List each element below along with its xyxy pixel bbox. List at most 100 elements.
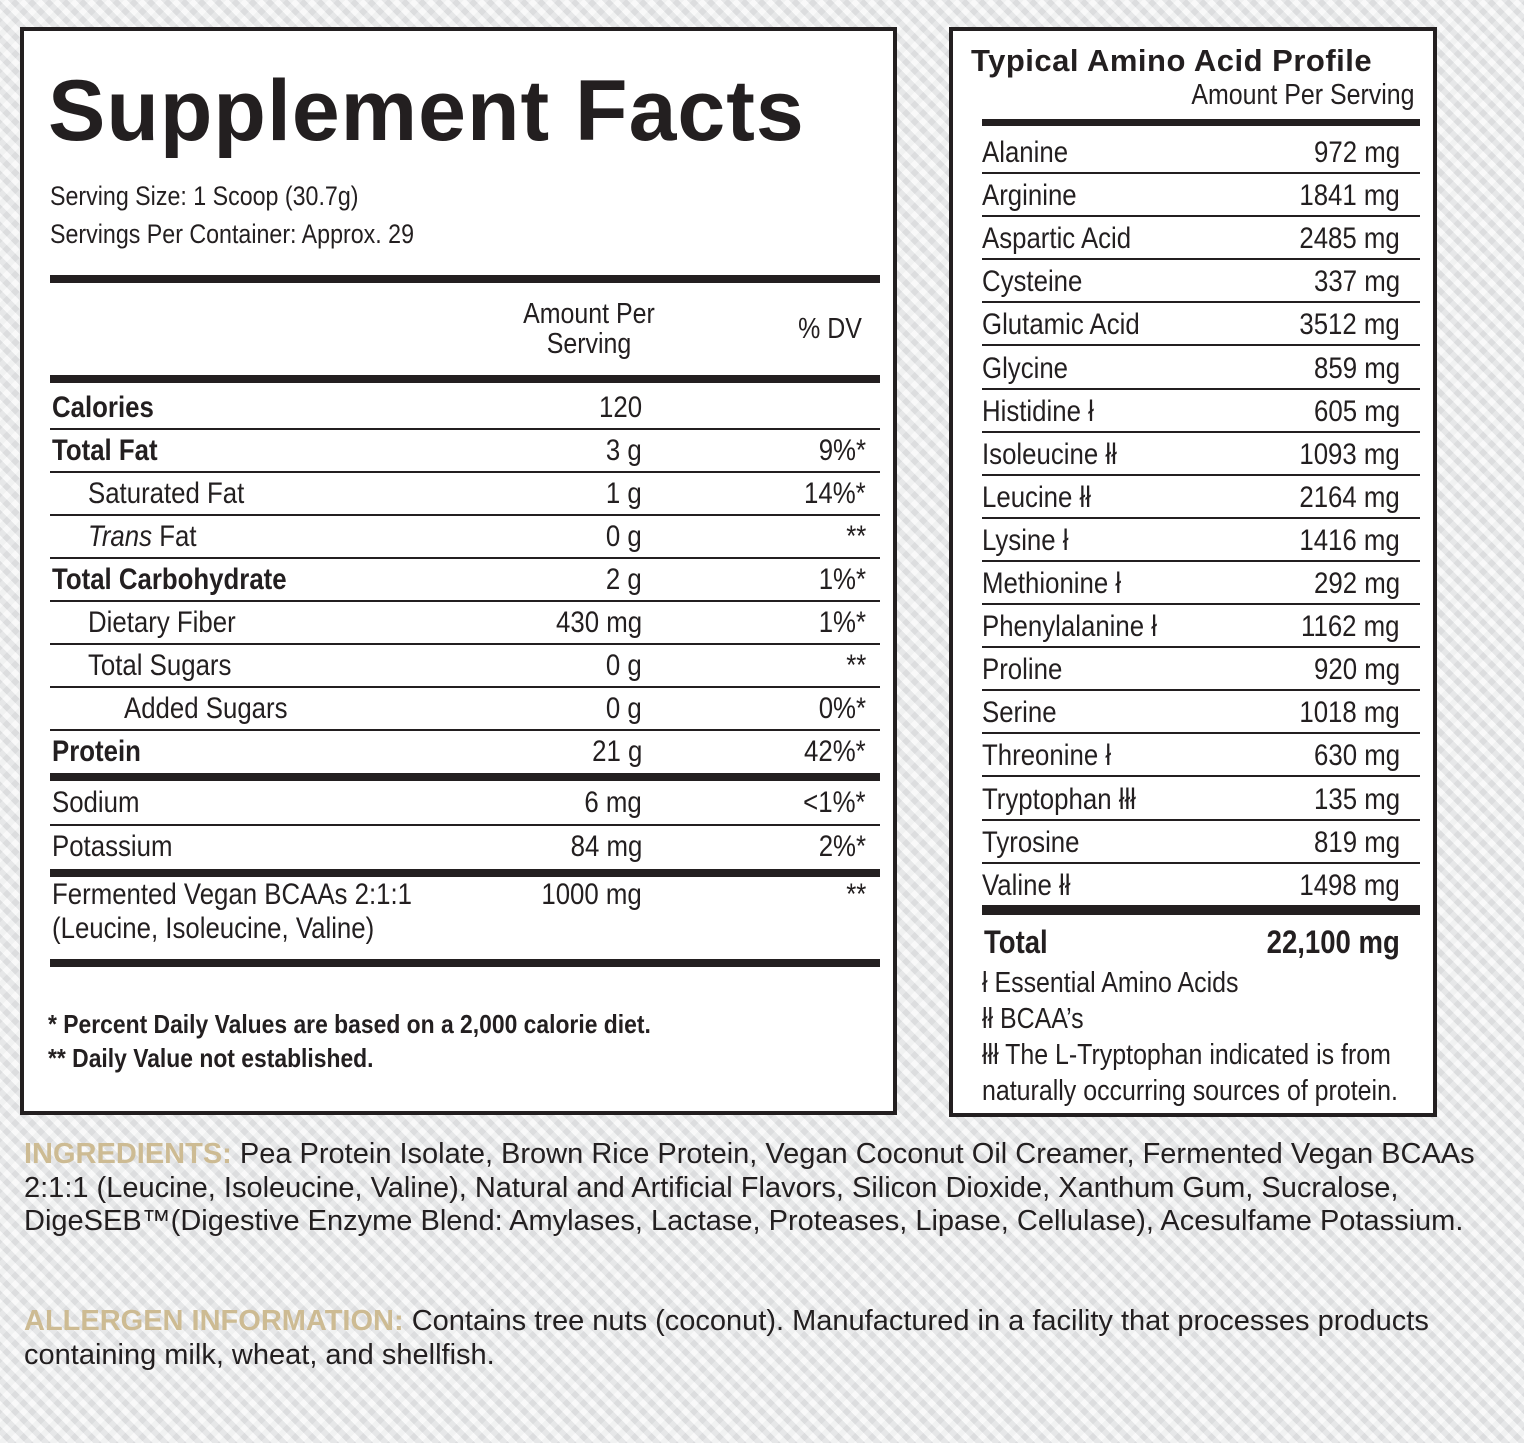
- nutrient-name: Trans Fat: [88, 515, 196, 558]
- amino-row: Tyrosine 819 mg: [982, 821, 1420, 864]
- trans-fat-suffix: Fat: [152, 520, 197, 553]
- nutrient-row-protein: Protein 21 g 42%*: [50, 730, 880, 773]
- amino-value: 1416 mg: [1299, 523, 1400, 557]
- nutrient-amount: 0 g: [606, 520, 642, 553]
- nutrient-row-saturated-fat: Saturated Fat 1 g 14%*: [50, 472, 880, 515]
- amount-header-line-1: Amount Per: [523, 298, 655, 330]
- nutrient-dv: 1%*: [818, 606, 866, 639]
- note-tryptophan-2: naturally occurring sources of protein.: [982, 1075, 1398, 1107]
- nutrient-row-sodium: Sodium 6 mg <1%*: [50, 781, 880, 824]
- amino-row: Glutamic Acid 3512 mg: [982, 303, 1420, 347]
- amino-value: 1162 mg: [1301, 610, 1400, 644]
- ingredients-paragraph: INGREDIENTS: Pea Protein Isolate, Brown …: [24, 1138, 1484, 1239]
- row-divider: [50, 471, 880, 473]
- thick-divider: [50, 869, 880, 877]
- ingredients-label: INGREDIENTS:: [24, 1138, 232, 1170]
- nutrient-amount: 120: [598, 391, 642, 424]
- amino-value: 819 mg: [1313, 825, 1400, 859]
- nutrient-name: Total Sugars: [88, 649, 232, 682]
- amino-value: 292 mg: [1313, 567, 1400, 600]
- amino-name: Tryptophan łłł: [982, 782, 1136, 816]
- nutrient-row-potassium: Potassium 84 mg 2%*: [50, 825, 880, 868]
- nutrient-row-trans-fat: Trans Fat 0 g **: [50, 515, 880, 558]
- amino-name: Serine: [982, 696, 1057, 730]
- total-label: Total: [984, 924, 1048, 960]
- amino-name: Phenylalanine ł: [982, 610, 1157, 644]
- amino-name: Methionine ł: [982, 567, 1122, 600]
- nutrient-dv: **: [845, 520, 866, 553]
- nutrient-row-total-carbohydrate: Total Carbohydrate 2 g 1%*: [50, 558, 880, 601]
- bcaa-name-line-1: Fermented Vegan BCAAs 2:1:1: [52, 878, 412, 911]
- nutrient-name: Saturated Fat: [88, 477, 245, 510]
- thick-divider: [982, 907, 1420, 915]
- amino-row: Methionine ł 292 mg: [982, 562, 1420, 605]
- amino-value: 135 mg: [1313, 782, 1400, 816]
- nutrient-row-bcaa: Fermented Vegan BCAAs 2:1:1 (Leucine, Is…: [50, 878, 880, 948]
- note-essential: ł Essential Amino Acids: [982, 967, 1239, 999]
- note-tryptophan-1: łłł The L-Tryptophan indicated is from: [982, 1039, 1391, 1071]
- serving-size: Serving Size: 1 Scoop (30.7g): [50, 181, 359, 211]
- nutrient-row-calories: Calories 120: [50, 386, 880, 429]
- row-divider: [50, 428, 880, 430]
- servings-per-container: Servings Per Container: Approx. 29: [50, 219, 414, 249]
- nutrient-amount: 430 mg: [555, 606, 642, 639]
- row-divider: [50, 643, 880, 645]
- panel-title: Supplement Facts: [48, 63, 805, 159]
- allergen-text: Contains tree nuts (coconut). Manufactur…: [24, 1305, 1429, 1371]
- nutrient-dv: **: [845, 649, 866, 682]
- amino-name: Lysine ł: [982, 523, 1069, 557]
- amino-row: Aspartic Acid 2485 mg: [982, 217, 1420, 261]
- allergen-label: ALLERGEN INFORMATION:: [24, 1305, 404, 1337]
- row-divider: [50, 600, 880, 602]
- nutrient-name: Potassium: [52, 830, 173, 863]
- nutrient-amount: 2 g: [606, 563, 642, 596]
- nutrient-dv: 9%*: [818, 434, 866, 467]
- amino-name: Glutamic Acid: [982, 308, 1140, 342]
- amino-row: Proline 920 mg: [982, 648, 1420, 692]
- nutrient-amount: 0 g: [606, 692, 642, 725]
- ingredients-text: Pea Protein Isolate, Brown Rice Protein,…: [24, 1138, 1475, 1237]
- amino-value: 630 mg: [1313, 739, 1400, 773]
- amino-row: Valine łł 1498 mg: [982, 864, 1420, 907]
- row-divider: [50, 729, 880, 731]
- amino-panel-title: Typical Amino Acid Profile: [971, 43, 1373, 78]
- amino-row: Threonine ł 630 mg: [982, 734, 1420, 778]
- amino-value: 859 mg: [1313, 351, 1400, 385]
- footnote-not-established: ** Daily Value not established.: [48, 1043, 374, 1073]
- nutrient-name: Total Fat: [52, 434, 158, 467]
- amino-panel-subtitle: Amount Per Serving: [1191, 79, 1415, 111]
- amino-row: Leucine łł 2164 mg: [982, 476, 1420, 519]
- nutrient-row-total-sugars: Total Sugars 0 g **: [50, 644, 880, 687]
- nutrient-dv: **: [845, 878, 866, 911]
- footnote-daily-values: * Percent Daily Values are based on a 2,…: [48, 1009, 651, 1039]
- nutrient-dv: 0%*: [818, 692, 866, 725]
- thick-divider: [50, 773, 880, 781]
- nutrient-name: Added Sugars: [124, 692, 288, 725]
- amino-name: Glycine: [982, 351, 1069, 385]
- amino-row: Alanine 972 mg: [982, 131, 1420, 174]
- nutrient-amount: 84 mg: [570, 830, 642, 863]
- amino-name: Leucine łł: [982, 480, 1092, 514]
- nutrient-name: Dietary Fiber: [88, 606, 236, 639]
- amino-name: Histidine ł: [982, 394, 1094, 428]
- amino-value: 1018 mg: [1299, 696, 1400, 730]
- trans-italic: Trans: [88, 520, 153, 553]
- nutrient-name: Total Carbohydrate: [52, 563, 287, 596]
- thick-divider: [50, 959, 880, 967]
- row-divider: [50, 686, 880, 688]
- nutrient-row-added-sugars: Added Sugars 0 g 0%*: [50, 687, 880, 730]
- nutrient-row-dietary-fiber: Dietary Fiber 430 mg 1%*: [50, 601, 880, 644]
- amino-row: Cysteine 337 mg: [982, 260, 1420, 304]
- amino-total-row: Total 22,100 mg: [982, 917, 1420, 967]
- thick-divider: [50, 375, 880, 383]
- nutrient-amount: 6 mg: [584, 786, 642, 819]
- amino-value: 605 mg: [1313, 394, 1400, 428]
- row-divider: [50, 557, 880, 559]
- nutrient-amount: 3 g: [606, 434, 642, 467]
- allergen-paragraph: ALLERGEN INFORMATION: Contains tree nuts…: [24, 1305, 1484, 1372]
- amino-name: Cysteine: [982, 265, 1083, 299]
- amino-value: 972 mg: [1313, 136, 1400, 169]
- nutrient-name: Calories: [52, 391, 154, 424]
- amino-row: Phenylalanine ł 1162 mg: [982, 605, 1420, 649]
- amount-column-header: Amount Per Serving: [507, 299, 670, 359]
